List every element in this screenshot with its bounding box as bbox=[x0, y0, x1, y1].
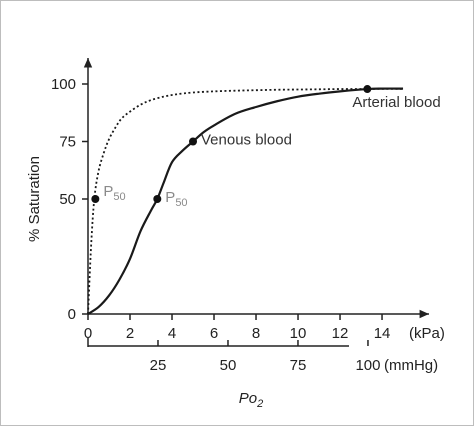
x-tick-label-kpa: 8 bbox=[252, 325, 260, 342]
data-point bbox=[363, 85, 372, 94]
series-dotted-curve bbox=[87, 87, 404, 315]
point-label: P50 bbox=[103, 183, 125, 203]
point-label: P50 bbox=[165, 189, 187, 209]
data-point bbox=[91, 195, 100, 203]
x-tick-label-kpa: 14 bbox=[374, 325, 391, 342]
x-unit-kpa: (kPa) bbox=[409, 325, 445, 342]
x-tick-label-kpa: 12 bbox=[332, 325, 349, 342]
data-point bbox=[189, 137, 198, 146]
series-solid-curve bbox=[87, 87, 404, 315]
x-tick-label-kpa: 0 bbox=[84, 325, 92, 342]
x-tick-label-kpa: 2 bbox=[126, 325, 134, 342]
y-tick-label: 50 bbox=[59, 191, 76, 208]
y-tick-label: 75 bbox=[59, 134, 76, 151]
x-tick-label-kpa: 6 bbox=[210, 325, 218, 342]
y-tick-label: 0 bbox=[68, 306, 76, 323]
x-tick-label-kpa: 10 bbox=[290, 325, 307, 342]
y-axis-title: % Saturation bbox=[26, 156, 43, 242]
x-tick-label-kpa: 4 bbox=[168, 325, 176, 342]
x-tick-label-mmhg: 25 bbox=[150, 357, 167, 374]
data-point bbox=[153, 195, 162, 203]
x-axis-title: Po2 bbox=[239, 390, 263, 410]
x-tick-label-mmhg: 50 bbox=[220, 357, 237, 374]
x-tick-label-mmhg: 75 bbox=[290, 357, 307, 374]
x-tick-label-mmhg: 100 bbox=[355, 357, 380, 374]
x-unit-mmhg: (mmHg) bbox=[384, 357, 438, 374]
y-tick-label: 100 bbox=[51, 76, 76, 93]
point-label: Venous blood bbox=[201, 132, 292, 149]
point-label: Arterial blood bbox=[352, 94, 440, 111]
